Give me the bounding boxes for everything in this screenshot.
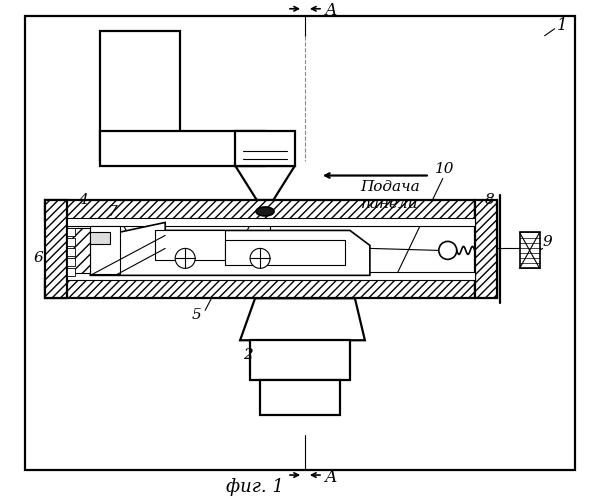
Bar <box>155 230 225 260</box>
Bar <box>101 31 180 160</box>
Polygon shape <box>90 222 370 276</box>
Text: 4: 4 <box>79 194 88 207</box>
Bar <box>90 226 120 274</box>
Text: 9: 9 <box>543 236 553 250</box>
Ellipse shape <box>256 207 274 216</box>
Text: Подача
панели: Подача панели <box>360 180 419 210</box>
Bar <box>67 272 475 280</box>
Circle shape <box>175 248 195 268</box>
Text: А: А <box>325 468 337 485</box>
Bar <box>475 200 497 298</box>
Text: А: А <box>325 2 337 20</box>
Bar <box>260 380 340 415</box>
Bar <box>101 130 265 166</box>
Bar <box>45 200 475 220</box>
Circle shape <box>439 242 457 260</box>
Circle shape <box>250 248 270 268</box>
Bar <box>45 278 475 298</box>
Bar <box>250 340 350 380</box>
Text: 10: 10 <box>435 162 455 175</box>
Text: 5: 5 <box>191 308 201 322</box>
Bar <box>67 248 76 256</box>
Bar <box>225 240 345 266</box>
Bar <box>67 268 76 276</box>
Text: 8: 8 <box>485 194 494 207</box>
Bar <box>67 218 475 226</box>
Bar <box>67 228 76 236</box>
Text: 1: 1 <box>558 18 568 34</box>
Bar <box>90 232 110 244</box>
Bar <box>67 258 76 266</box>
Bar <box>235 130 295 166</box>
Polygon shape <box>240 298 365 341</box>
Bar <box>67 228 90 274</box>
Bar <box>67 238 76 246</box>
Text: 2: 2 <box>243 348 253 362</box>
Text: 7: 7 <box>108 206 117 220</box>
Text: фиг. 1: фиг. 1 <box>226 478 284 496</box>
Text: 6: 6 <box>33 252 43 266</box>
Bar <box>45 200 67 298</box>
Bar <box>519 232 540 268</box>
